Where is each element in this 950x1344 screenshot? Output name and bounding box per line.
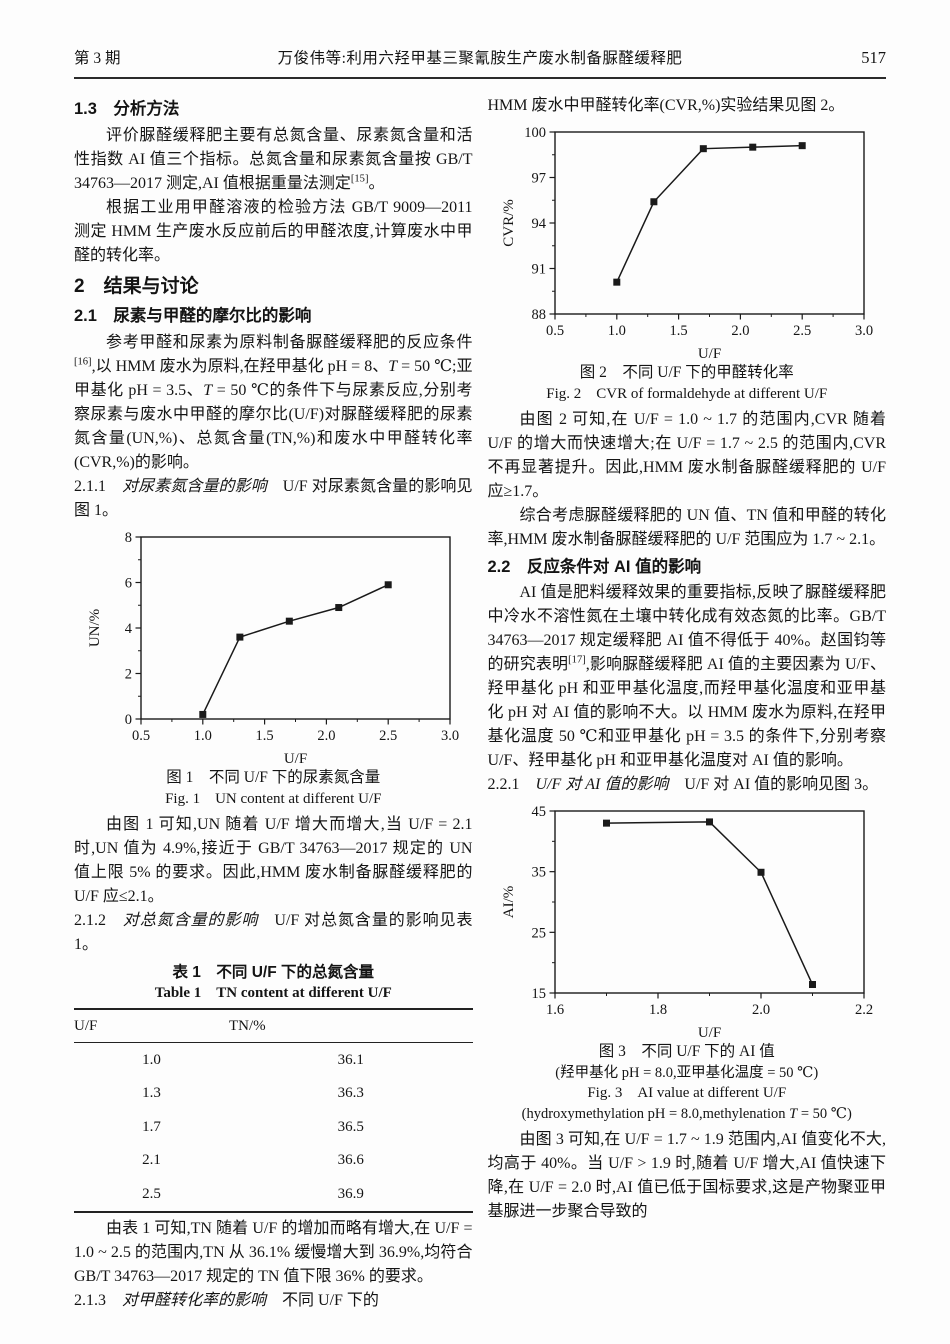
svg-text:AI/%: AI/% — [501, 886, 517, 919]
svg-text:25: 25 — [531, 926, 546, 942]
svg-text:8: 8 — [125, 530, 132, 546]
svg-text:0: 0 — [125, 712, 132, 728]
section-2-1-3-paragraph: 2.1.3 对甲醛转化率的影响 不同 U/F 下的 — [74, 1291, 379, 1309]
svg-text:6: 6 — [125, 576, 132, 592]
svg-text:0.5: 0.5 — [132, 728, 150, 744]
paragraph-cvr-intro: HMM 废水中甲醛转化率(CVR,%)实验结果见图 2。 — [487, 97, 845, 114]
svg-text:1.8: 1.8 — [649, 1002, 667, 1018]
table-1-title-zh: 表 1 不同 U/F 下的总氮含量 — [172, 963, 374, 981]
svg-text:1.0: 1.0 — [607, 323, 625, 339]
figure-3-caption-zh: 图 3 不同 U/F 下的 AI 值 — [598, 1043, 775, 1061]
svg-text:0.5: 0.5 — [546, 323, 564, 339]
svg-text:2.5: 2.5 — [379, 728, 397, 744]
section-2-1-2-paragraph: 2.1.2 对总氮含量的影响 U/F 对总氮含量的影响见表 1。 — [74, 911, 473, 953]
figure-1-chart: 0.5 1.0 1.5 2.0 2.5 3.0 0 2 4 6 8 U/F UN/% — [74, 527, 473, 767]
paragraph-analysis-methods: 评价脲醛缓释肥主要有总氮含量、尿素氮含量和活性指数 AI 值三个指标。总氮含量和… — [74, 126, 473, 192]
figure-3: 1.6 1.8 2.0 2.2 15 25 35 45 U/F AI/% 图 3 不同 U/F 下… — [488, 801, 887, 1124]
section-2-heading: 2 结果与讨论 — [74, 275, 199, 297]
table-row: 1.0 36.1 — [142, 1051, 364, 1068]
two-column-layout: 1.3 分析方法 评价脲醛缓释肥主要有总氮含量、尿素氮含量和活性指数 AI 值三… — [74, 94, 886, 1313]
svg-text:UN/%: UN/% — [87, 609, 103, 647]
journal-issue: 第 3 期 — [74, 50, 121, 67]
figure-2-chart: 0.5 1.0 1.5 2.0 2.5 3.0 88 91 94 97 100 U/F CVR/% — [488, 122, 887, 362]
figure-1-caption-zh: 图 1 不同 U/F 下的尿素氮含量 — [166, 769, 381, 786]
svg-text:2.0: 2.0 — [752, 1002, 770, 1018]
figure-2: 0.5 1.0 1.5 2.0 2.5 3.0 88 91 94 97 100 U/F CVR/% 图 … — [488, 122, 887, 405]
svg-text:U/F: U/F — [698, 1025, 721, 1041]
svg-text:1.5: 1.5 — [669, 323, 687, 339]
svg-text:35: 35 — [531, 865, 546, 881]
svg-text:CVR/%: CVR/% — [501, 199, 517, 247]
svg-text:3.0: 3.0 — [441, 728, 459, 744]
figure-3-condition-en: (hydroxymethylation pH = 8.0,methylenati… — [521, 1106, 852, 1123]
paragraph-fig1-discussion: 由图 1 可知,UN 随着 U/F 增大而增大,当 U/F = 2.1 时,UN… — [74, 815, 473, 905]
svg-text:2.0: 2.0 — [318, 728, 336, 744]
paragraph-gbt9009: 根据工业用甲醛溶液的检验方法 GB/T 9009—2011 测定 HMM 生产废… — [74, 198, 473, 264]
figure-1-caption-en: Fig. 1 UN content at different U/F — [165, 790, 382, 807]
paragraph-reaction-conditions: 参考甲醛和尿素为原料制备脲醛缓释肥的反应条件[16],以 HMM 废水为原料,在… — [74, 334, 473, 471]
svg-text:4: 4 — [125, 621, 133, 637]
svg-text:U/F: U/F — [284, 751, 307, 767]
paragraph-fig2-discussion: 由图 2 可知,在 U/F = 1.0 ~ 1.7 的范围内,CVR 随着 U/… — [487, 410, 887, 500]
svg-text:45: 45 — [531, 804, 546, 820]
table-row: 2.5 36.9 — [74, 1177, 473, 1213]
table-row: 1.3 36.3 — [142, 1085, 364, 1102]
table-1-grid: U/F TN/% 1.0 36.1 1.3 36.3 1.7 36.5 2.1 36.6 2.5… — [74, 1007, 473, 1213]
table-1-title-en: Table 1 TN content at different U/F — [154, 985, 392, 1002]
paragraph-uf-range: 综合考虑脲醛缓释肥的 UN 值、TN 值和甲醛的转化率,HMM 废水制备脲醛缓释… — [487, 506, 887, 548]
right-column: HMM 废水中甲醛转化率(CVR,%)实验结果见图 2。 0.5 1.0 1.5 2.… — [488, 94, 887, 1313]
figure-3-condition-zh: (羟甲基化 pH = 8.0,亚甲基化温度 = 50 ℃) — [555, 1065, 819, 1082]
paragraph-fig3-discussion: 由图 3 可知,在 U/F = 1.7 ~ 1.9 范围内,AI 值变化不大,均… — [487, 1130, 887, 1220]
figure-2-caption-en: Fig. 2 CVR of formaldehyde at different … — [546, 385, 828, 402]
svg-text:1.6: 1.6 — [546, 1002, 564, 1018]
section-2-2-heading: 2.2 反应条件对 AI 值的影响 — [487, 557, 702, 576]
svg-text:97: 97 — [531, 171, 546, 187]
svg-text:91: 91 — [531, 262, 546, 278]
svg-text:1.5: 1.5 — [256, 728, 274, 744]
figure-2-caption-zh: 图 2 不同 U/F 下的甲醛转化率 — [579, 364, 794, 381]
svg-text:15: 15 — [531, 986, 546, 1002]
table-header-row: U/F TN/% — [74, 1007, 473, 1044]
figure-1: 0.5 1.0 1.5 2.0 2.5 3.0 0 2 4 6 8 U/F UN/% 图 1 不同 U/… — [74, 527, 473, 810]
svg-text:2: 2 — [125, 667, 132, 683]
svg-text:1.0: 1.0 — [194, 728, 212, 744]
svg-text:U/F: U/F — [698, 346, 721, 362]
section-2-1-heading: 2.1 尿素与甲醛的摩尔比的影响 — [74, 307, 312, 326]
paper-page: 第 3 期 万俊伟等:利用六羟甲基三聚氰胺生产废水制备脲醛缓释肥 517 1.3… — [74, 46, 886, 1313]
figure-3-chart: 1.6 1.8 2.0 2.2 15 25 35 45 U/F AI/% — [488, 801, 887, 1041]
svg-text:2.5: 2.5 — [793, 323, 811, 339]
svg-text:100: 100 — [524, 125, 546, 141]
section-2-2-1-paragraph: 2.2.1 U/F 对 AI 值的影响 U/F 对 AI 值的影响见图 3。 — [487, 776, 879, 794]
table-row: 1.7 36.5 — [142, 1118, 364, 1135]
running-title: 万俊伟等:利用六羟甲基三聚氰胺生产废水制备脲醛缓释肥 — [277, 50, 683, 67]
paragraph-table-discussion: 由表 1 可知,TN 随着 U/F 的增加而略有增大,在 U/F = 1.0 ~… — [74, 1219, 473, 1285]
section-2-1-1-paragraph: 2.1.1 对尿素氮含量的影响 U/F 对尿素氮含量的影响见图 1。 — [74, 478, 473, 519]
page-header: 第 3 期 万俊伟等:利用六羟甲基三聚氰胺生产废水制备脲醛缓释肥 517 — [74, 46, 886, 68]
table-1: 表 1 不同 U/F 下的总氮含量 Table 1 TN content at … — [74, 962, 473, 1213]
table-row: 2.1 36.6 — [142, 1152, 364, 1169]
left-column: 1.3 分析方法 评价脲醛缓释肥主要有总氮含量、尿素氮含量和活性指数 AI 值三… — [74, 94, 473, 1313]
svg-text:88: 88 — [531, 307, 546, 323]
svg-text:2.2: 2.2 — [855, 1002, 873, 1018]
figure-3-caption-en: Fig. 3 AI value at different U/F — [587, 1085, 787, 1102]
header-rule — [74, 77, 886, 79]
paragraph-ai-intro: AI 值是肥料缓释效果的重要指标,反映了脲醛缓释肥中冷水不溶性氮在土壤中转化成有… — [487, 584, 887, 770]
svg-text:2.0: 2.0 — [731, 323, 749, 339]
svg-text:94: 94 — [531, 216, 546, 232]
table-col-uf: U/F — [74, 1007, 229, 1044]
svg-text:3.0: 3.0 — [855, 323, 873, 339]
page-number: 517 — [861, 48, 886, 67]
table-col-tn: TN/% — [229, 1007, 473, 1044]
section-1-3-heading: 1.3 分析方法 — [74, 100, 180, 118]
